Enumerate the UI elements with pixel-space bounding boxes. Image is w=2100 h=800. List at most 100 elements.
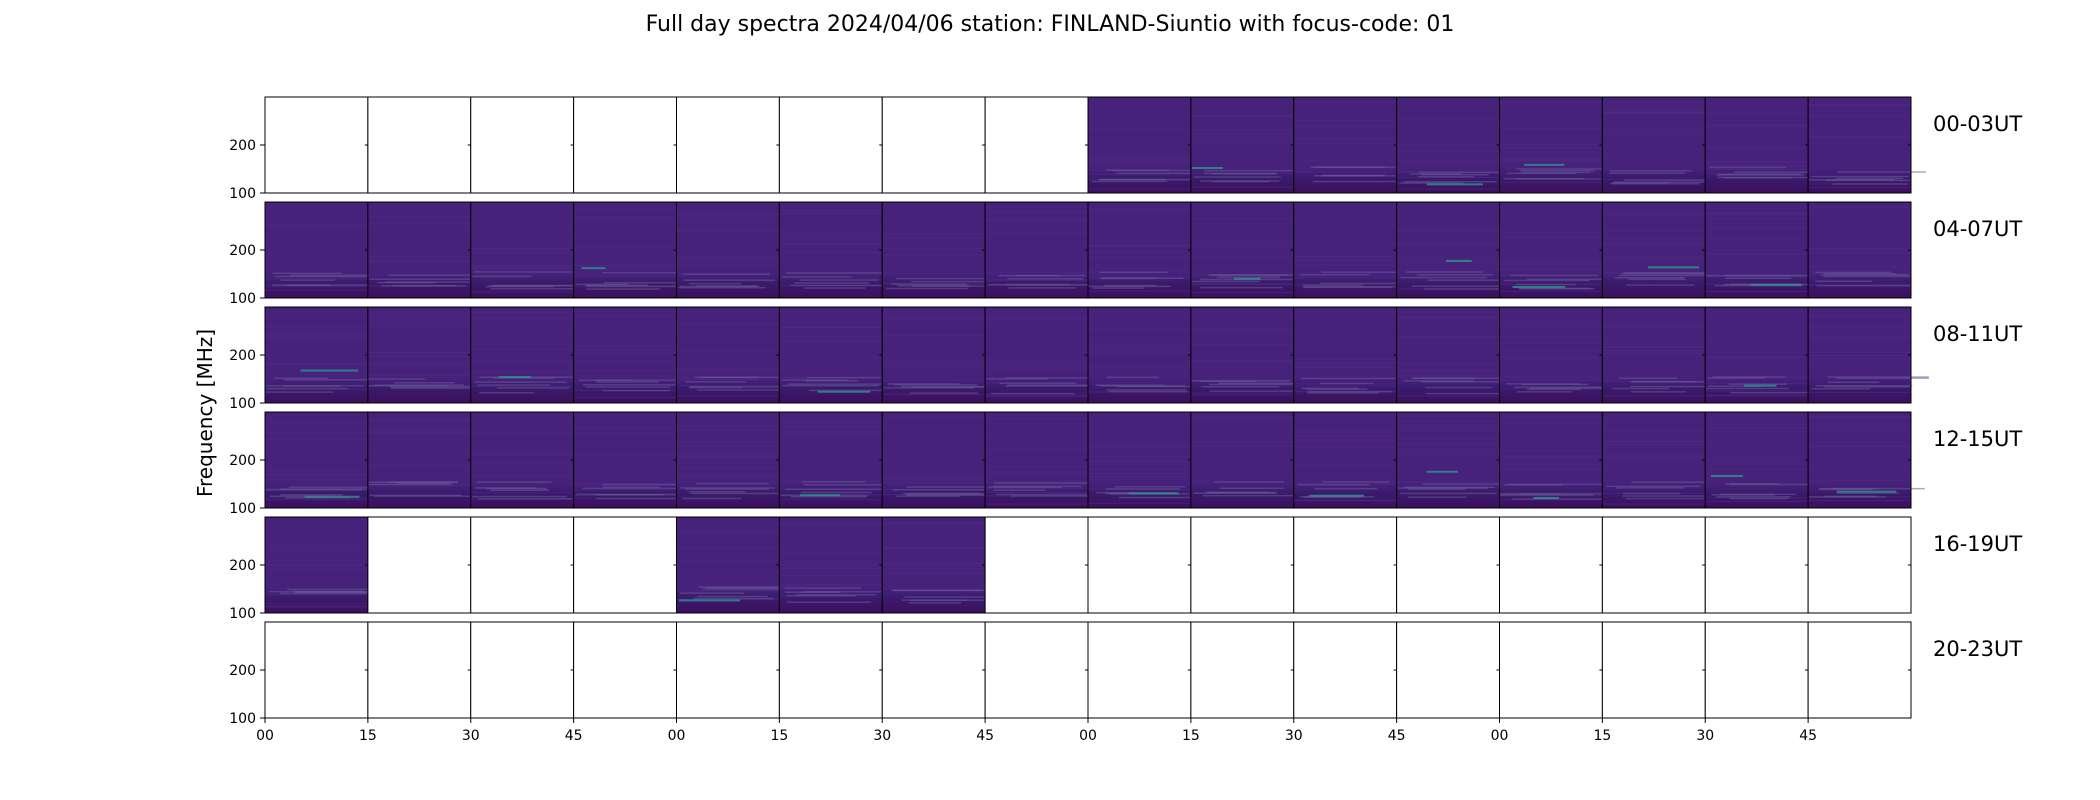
empty-panel [1602,622,1706,718]
spectrogram-panel [676,412,794,508]
x-tick-label: 15 [1593,728,1611,744]
empty-panel [367,517,471,613]
spectrogram-panel [1190,202,1302,298]
spectrogram-panel [1705,97,1834,193]
empty-panel [265,97,368,193]
empty-panel [985,517,1088,613]
spectrogram-panel [265,412,373,508]
spectrogram-panel [1499,97,1618,193]
x-tick-label: 00 [1079,728,1097,744]
spectrogram-panel [1190,412,1305,508]
empty-panel [882,97,986,193]
x-tick-label: 15 [1182,728,1200,744]
spectrogram-panel [779,412,892,508]
spectrogram-panel [985,307,1093,403]
spectrogram-panel [573,307,690,403]
empty-panel [779,97,883,193]
y-tick-label: 100 [229,606,256,622]
empty-panel [470,97,574,193]
row-time-label: 04-07UT [1933,217,2022,241]
empty-panel [985,97,1088,193]
spectrogram-panel [882,307,1005,403]
y-tick-label: 200 [229,138,256,154]
spectrogram-panel [1088,412,1212,508]
spectrogram-panel [676,202,780,298]
empty-panel [367,97,471,193]
spectrogram-panel [1293,412,1397,508]
row-time-label: 20-23UT [1933,637,2022,661]
empty-panel [985,622,1088,718]
spectrogram-panel [1808,97,1926,193]
spectrogram-panel [1396,202,1529,298]
spectrogram-panel [367,202,488,298]
row-time-label: 12-15UT [1933,427,2022,451]
spectrogram-panel [470,412,574,508]
empty-panel [676,622,780,718]
y-tick-label: 100 [229,396,256,412]
spectrogram-panel [367,307,488,403]
empty-panel [1088,517,1191,613]
spectrogram-panel [1396,97,1513,193]
spectrogram-panel [573,202,696,298]
x-tick-label: 45 [976,728,994,744]
x-tick-label: 15 [770,728,788,744]
spectrogram-panel [882,517,1012,613]
spectrogram-panel [1602,202,1722,298]
spectrogram-panel [1088,97,1213,193]
spectrogram-panel [779,307,911,403]
y-tick-label: 100 [229,186,256,202]
y-tick-label: 200 [229,243,256,259]
empty-panel [1190,622,1294,718]
spectrogram-panel [265,517,379,613]
x-tick-label: 00 [1491,728,1509,744]
empty-panel [1293,517,1397,613]
spectrogram-panel [1088,202,1191,298]
spectrogram-panel [985,412,1102,508]
spectrogram-panel [1499,412,1617,508]
row-time-label: 00-03UT [1933,112,2022,136]
y-axis-label: Frequency [MHz] [193,329,217,497]
x-tick-label: 00 [256,728,274,744]
x-tick-label: 30 [873,728,891,744]
spectrogram-panel [573,412,698,508]
spectrogram-panel [265,202,385,298]
y-tick-label: 100 [229,501,256,517]
empty-panel [573,517,677,613]
spectrogram-panel [1293,307,1397,403]
spectrogram-panel [1602,97,1716,193]
x-tick-label: 30 [462,728,480,744]
empty-panel [882,622,986,718]
spectrogram-panel [882,412,998,508]
spectrogram-panel [1190,307,1302,403]
empty-panel [573,622,677,718]
y-tick-label: 200 [229,453,256,469]
empty-panel [1396,517,1500,613]
spectrogram-panel [1602,307,1729,403]
empty-panel [1396,622,1500,718]
empty-panel [1808,517,1911,613]
x-tick-label: 30 [1696,728,1714,744]
empty-panel [470,622,574,718]
spectrogram-panel [779,202,892,298]
y-tick-label: 200 [229,558,256,574]
y-tick-label: 200 [229,348,256,364]
empty-panel [1705,517,1809,613]
empty-panel [470,517,574,613]
spectrogram-panel [779,517,897,613]
spectrogram-panel [470,307,578,403]
spectrogram-panel [470,202,591,298]
chart-title: Full day spectra 2024/04/06 station: FIN… [645,12,1455,37]
spectrogram-panel [1499,307,1611,403]
empty-panel [779,622,883,718]
x-tick-label: 45 [1799,728,1817,744]
spectrogram-panel [367,412,473,508]
spectrogram-panel [1808,412,1925,508]
empty-panel [1088,622,1191,718]
spectrogram-panel [1088,307,1212,403]
spectrogram-panel [882,202,1012,298]
spectrogram-panel [1396,412,1513,508]
empty-panel [1808,622,1911,718]
spectrogram-panel [1602,412,1726,508]
spectrogram-panel [1293,97,1405,193]
